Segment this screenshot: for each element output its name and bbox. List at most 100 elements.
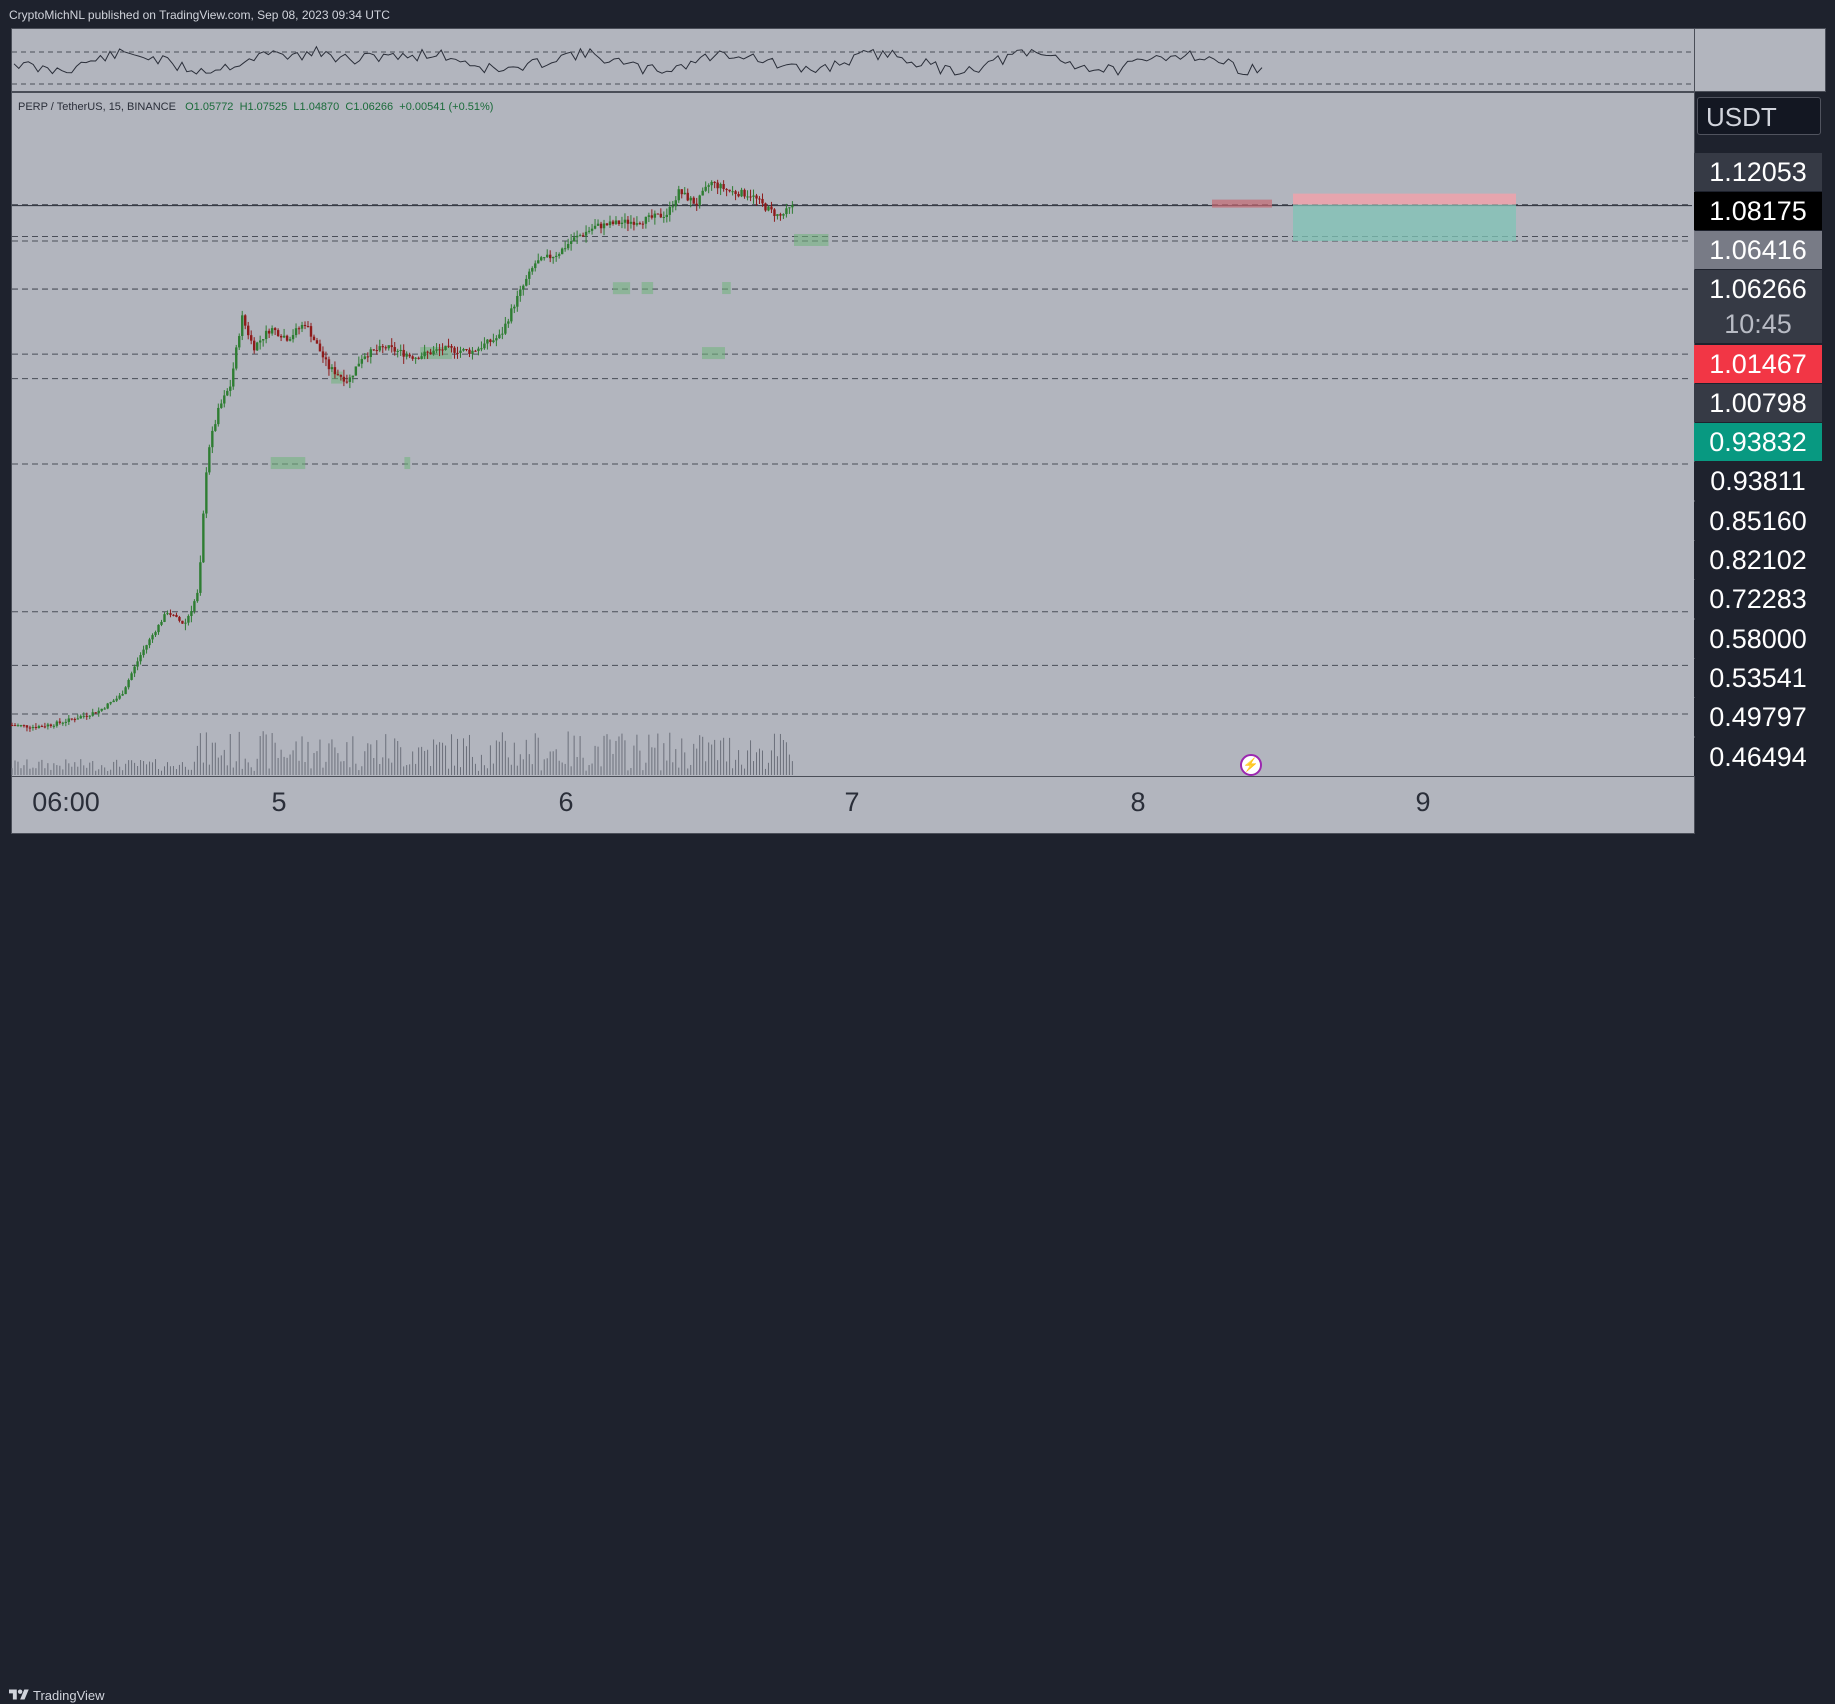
candle-body <box>435 349 438 351</box>
candle-body <box>480 348 483 350</box>
candle-body <box>758 198 761 200</box>
candle-body <box>139 655 142 662</box>
candle-body <box>632 221 636 225</box>
candle-body <box>746 196 749 198</box>
time-label: 6 <box>558 787 574 817</box>
candle-body <box>528 271 531 279</box>
candle-body <box>85 715 88 717</box>
candle-body <box>232 368 235 387</box>
candle-body <box>273 328 277 331</box>
candle-body <box>148 639 151 646</box>
candle-body <box>366 356 370 358</box>
chart-canvas[interactable] <box>0 0 1835 870</box>
candle-body <box>459 350 462 353</box>
candle-body <box>429 352 432 355</box>
candle-body <box>160 621 163 625</box>
candle-body <box>537 260 540 264</box>
candle-body <box>151 635 154 640</box>
candle-body <box>214 424 217 431</box>
candle-body <box>677 189 680 201</box>
candle-body <box>563 248 567 250</box>
candle-body <box>492 340 495 343</box>
candle-body <box>312 336 316 341</box>
candle-body <box>235 347 238 369</box>
candle-body <box>522 285 525 290</box>
demand-zone <box>270 457 306 470</box>
candle-body <box>408 354 411 357</box>
candle-body <box>731 191 734 193</box>
price-label: 0.53541 <box>1694 659 1822 697</box>
price-label: 10:45 <box>1694 305 1822 343</box>
candle-body <box>115 698 118 701</box>
currency-button[interactable]: USDT <box>1697 97 1821 135</box>
candle-body <box>52 725 56 727</box>
candle-body <box>465 349 468 351</box>
candle-body <box>420 356 423 359</box>
candle-body <box>510 308 513 322</box>
candle-body <box>91 712 94 716</box>
candle-body <box>270 328 274 334</box>
candle-body <box>300 324 304 329</box>
candle-body <box>764 203 767 211</box>
price-label: 0.82102 <box>1694 541 1822 579</box>
take-profit-zone <box>1293 204 1516 241</box>
lightning-icon[interactable]: ⚡ <box>1240 754 1262 776</box>
candle-body <box>112 700 115 703</box>
candle-body <box>722 184 725 190</box>
candle-body <box>396 350 399 352</box>
time-label: 8 <box>1130 787 1146 817</box>
price-label: 1.08175 <box>1694 192 1822 230</box>
candle-body <box>55 721 59 726</box>
candle-body <box>175 614 178 617</box>
candle-body <box>336 374 340 376</box>
price-label: 1.00798 <box>1694 384 1822 422</box>
candle-body <box>513 306 516 309</box>
candle-body <box>450 346 453 348</box>
demand-zone <box>420 347 452 360</box>
demand-zone <box>641 282 654 295</box>
candle-body <box>399 349 402 351</box>
candle-body <box>70 718 73 720</box>
legend-high: H1.07525 <box>239 101 288 113</box>
candle-body <box>381 346 384 348</box>
candle-body <box>707 185 710 187</box>
candle-body <box>725 189 728 191</box>
oscillator-scale[interactable] <box>1694 28 1826 92</box>
candle-body <box>145 645 148 650</box>
candle-body <box>444 345 447 350</box>
candle-body <box>333 367 337 375</box>
publisher-line: CryptoMichNL published on TradingView.co… <box>9 8 390 22</box>
candle-body <box>791 205 794 208</box>
candle-body <box>79 716 82 719</box>
candle-body <box>40 726 44 728</box>
candle-body <box>76 718 79 720</box>
demand-zone <box>794 233 829 246</box>
candle-body <box>474 350 477 352</box>
candle-body <box>710 181 713 186</box>
candle-body <box>121 694 124 696</box>
candle-body <box>327 359 331 370</box>
candle-body <box>519 289 522 296</box>
time-axis[interactable] <box>11 776 1695 834</box>
candle-body <box>462 349 465 351</box>
legend-change: +0.00541 (+0.51%) <box>399 101 494 113</box>
candle-body <box>543 257 546 259</box>
candle-body <box>531 268 534 272</box>
candle-body <box>647 215 651 217</box>
candle-body <box>623 219 627 223</box>
candle-body <box>357 363 361 367</box>
candle-body <box>309 326 313 337</box>
candle-body <box>629 221 633 224</box>
oscillator-pane[interactable] <box>11 28 1695 92</box>
candle-body <box>498 334 501 339</box>
candle-body <box>118 695 121 699</box>
candle-body <box>614 220 618 224</box>
legend-open: O1.05772 <box>185 101 234 113</box>
candle-body <box>10 725 14 727</box>
candle-body <box>453 347 456 353</box>
candle-body <box>495 338 498 341</box>
candle-body <box>339 374 343 377</box>
candle-body <box>740 189 743 197</box>
candle-body <box>599 223 603 229</box>
candle-body <box>590 228 594 231</box>
